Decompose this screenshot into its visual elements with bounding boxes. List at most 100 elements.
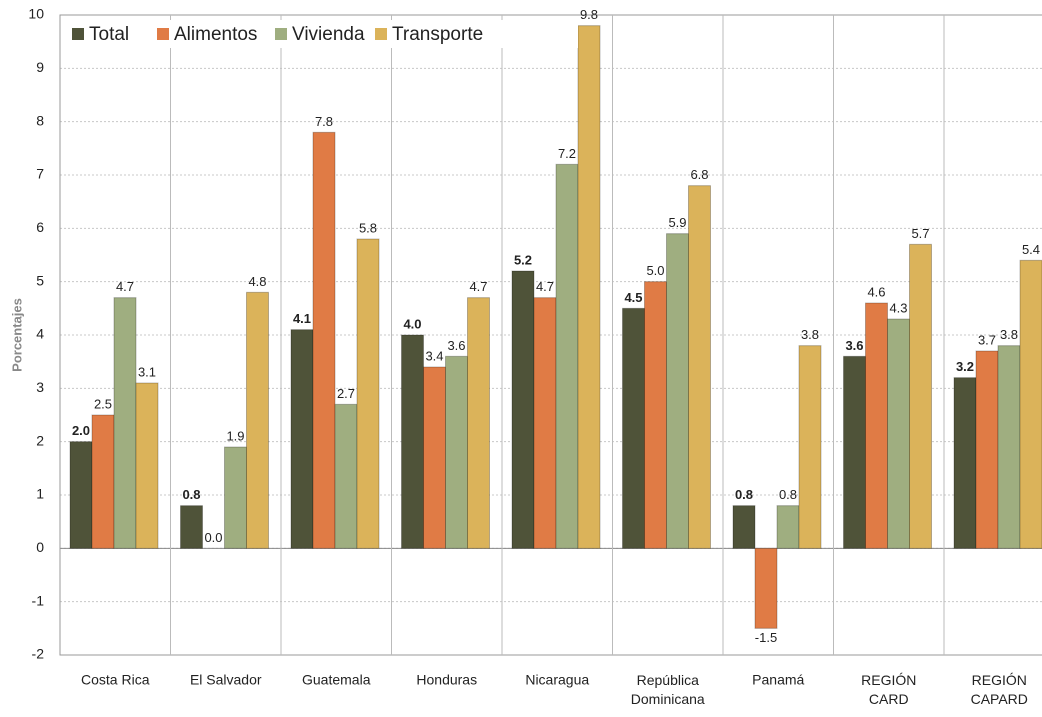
value-label: 7.2 [558,146,576,161]
bar [577,25,601,549]
value-label: 9.8 [580,7,598,22]
bar [666,233,689,549]
x-tick-label: República Dominicana [631,672,705,707]
value-label: 0.8 [779,487,797,502]
x-tick-label: Panamá [752,672,804,688]
value-label: 3.6 [845,338,863,353]
bar [953,377,977,549]
value-label: 1.9 [226,428,244,443]
value-label: 6.8 [690,167,708,182]
y-tick-label: -2 [32,646,45,662]
value-label: -1.5 [755,630,777,645]
value-label: 5.9 [668,215,686,230]
bar [334,403,358,549]
bar [135,382,159,549]
value-label: 5.4 [1022,242,1040,257]
legend-label: Total [89,24,129,45]
value-label: 5.8 [359,220,377,235]
legend-label: Transporte [392,24,483,45]
y-tick-label: 6 [36,219,44,235]
bar [843,355,866,549]
x-tick-label: Honduras [416,672,477,688]
legend-swatch [375,28,387,40]
y-tick-label: 9 [36,59,44,75]
value-label: 5.2 [514,252,532,267]
value-label: 3.4 [425,348,443,363]
bar [887,318,910,549]
bar [533,297,557,549]
value-label: 2.5 [94,396,112,411]
value-label: 0.8 [182,487,200,502]
y-tick-label: 7 [36,166,44,182]
bar [356,238,380,549]
value-label: 4.1 [293,311,311,326]
value-label: 4.6 [867,284,885,299]
legend-swatch [275,28,287,40]
x-tick-label: Nicaragua [525,672,589,688]
bar [113,297,137,549]
legend-label: Vivienda [292,24,365,45]
bar [622,307,645,549]
bar [69,441,93,549]
value-label: 4.7 [116,279,134,294]
bar [555,163,579,549]
bar [732,505,756,549]
value-label: 3.2 [956,359,974,374]
bar [290,329,314,549]
legend-swatch [157,28,169,40]
y-tick-label: 4 [36,326,44,342]
y-tick-label: 0 [36,539,44,555]
value-label: 4.5 [624,290,642,305]
x-tick-label: El Salvador [190,672,262,688]
bar [776,505,800,549]
y-tick-label: 3 [36,379,44,395]
bar [975,350,999,549]
bar [423,366,446,549]
legend-box [64,20,578,48]
legend-swatch [72,28,84,40]
x-tick-label: Guatemala [302,672,371,688]
value-label: 0.0 [204,530,222,545]
value-label: 3.7 [978,332,996,347]
bar [224,446,247,549]
y-tick-label: 5 [36,272,44,288]
bar [688,185,711,549]
bar [511,270,535,549]
value-label: 3.6 [447,338,465,353]
bar [91,414,115,549]
y-tick-label: -1 [32,592,45,608]
value-label: 7.8 [315,114,333,129]
x-tick-label: REGIÓN CAPARD [971,672,1028,707]
y-tick-label: 2 [36,432,44,448]
bar [644,281,667,549]
bar [865,302,888,549]
value-label: 4.7 [469,279,487,294]
y-tick-label: 10 [28,6,44,22]
bar [754,547,778,629]
value-label: 3.1 [138,364,156,379]
value-label: 3.8 [801,327,819,342]
bar [180,505,203,549]
bar [445,355,468,549]
value-label: 2.0 [72,423,90,438]
value-label: 0.8 [735,487,753,502]
x-tick-label: REGIÓN CARD [861,672,916,707]
bar [246,291,269,549]
value-label: 4.7 [536,279,554,294]
value-label: 4.8 [248,274,266,289]
value-label: 4.3 [889,300,907,315]
bar [798,345,822,549]
value-label: 5.0 [646,263,664,278]
bar [997,345,1021,549]
bar [401,334,424,549]
bar [909,243,932,549]
y-tick-label: 8 [36,112,44,128]
value-label: 3.8 [1000,327,1018,342]
value-label: 4.0 [403,316,421,331]
value-label: 2.7 [337,386,355,401]
y-axis-label: Porcentajes [9,298,24,372]
bar [467,297,490,549]
legend-label: Alimentos [174,24,257,45]
x-tick-label: Costa Rica [81,672,150,688]
